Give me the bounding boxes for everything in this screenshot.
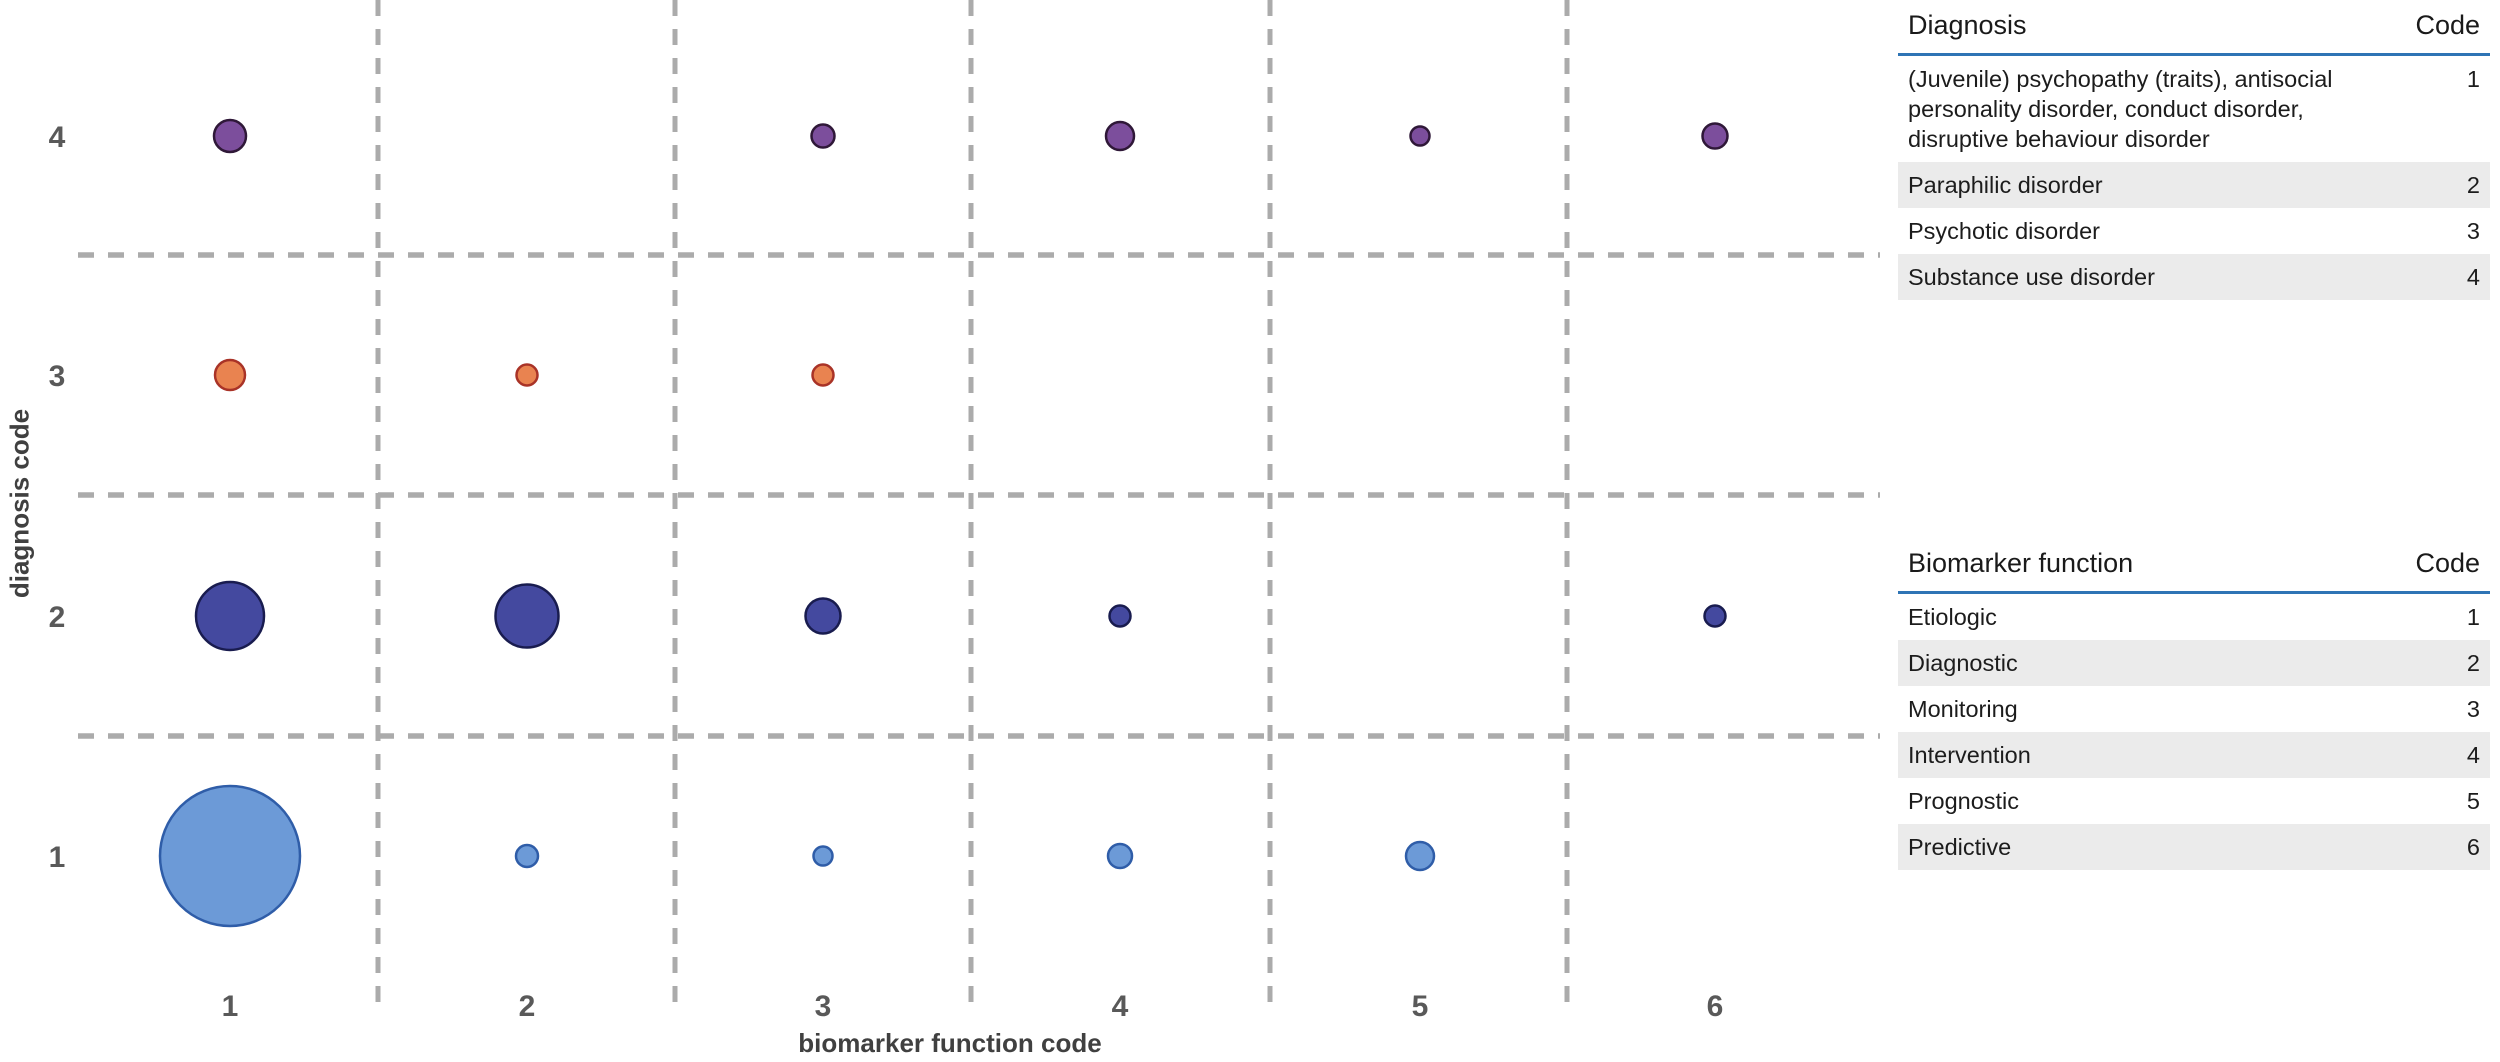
table-cell-label: Monitoring [1908,696,2018,723]
table-cell-label: Substance use disorder [1898,254,2392,301]
table-row: Monitoring 3 [1898,686,2490,732]
table-cell-label: Diagnostic [1898,640,2392,687]
x-tick-label-6: 6 [1707,990,1724,1023]
y-tick-label-4: 4 [49,121,66,154]
bubble-diag4-func3 [810,123,836,149]
table-row: Prognostic 5 [1898,778,2490,824]
y-tick-label-1: 1 [49,841,66,874]
bubble-diag4-func1 [212,118,248,154]
bubble-diag4-func6 [1701,122,1729,150]
bubble-diag2-func4 [1108,604,1132,628]
y-axis-title: diagnosis code [4,408,35,599]
y-tick-label-3: 3 [49,360,66,393]
table-cell-label: Etiologic [1908,604,1997,630]
bubble-chart-plot-area: 1 2 3 4 5 6 4 3 2 1 [49,0,1880,1023]
x-tick-label-5: 5 [1412,990,1429,1023]
table-row: Intervention 4 [1898,732,2490,779]
table-cell-code: 1 [2466,66,2480,92]
bubble-diag3-func2 [515,363,539,387]
bubble-diag4-func5 [1409,125,1431,147]
table-row: (Juvenile) psychopathy (traits), antisoc… [1898,55,2490,163]
table-row: Diagnostic 2 [1898,640,2490,687]
table-row: Predictive 6 [1898,824,2490,871]
table-cell-code: 1 [2466,604,2480,630]
diagnosis-table-header-row: Diagnosis Code [1898,2,2490,56]
biomarker-table-header-row: Biomarker function Code [1898,540,2490,594]
diagnosis-legend-table: Diagnosis Code (Juvenile) psychopathy (t… [1898,2,2490,301]
table-cell-label: Paraphilic disorder [1898,162,2392,209]
table-row: Etiologic 1 [1898,593,2490,641]
table-cell-code: 2 [2392,162,2490,209]
table-cell-code: 5 [2466,788,2480,815]
biomarker-function-legend-table: Biomarker function Code Etiologic 1 Diagno… [1898,540,2490,871]
table-cell-code: 3 [2466,696,2480,723]
table-cell-code: 2 [2392,640,2490,687]
table-cell-code: 6 [2392,824,2490,871]
bubble-diag3-func1 [213,358,247,392]
table-cell-label: (Juvenile) psychopathy (traits), antisoc… [1908,66,2333,153]
bubble-diag3-func3 [811,363,835,387]
table-cell-code: 4 [2392,732,2490,779]
x-tick-label-2: 2 [519,990,536,1023]
table-cell-label: Predictive [1898,824,2392,871]
x-tick-label-1: 1 [222,990,239,1023]
diagnosis-table-header-label: Diagnosis [1898,2,2392,56]
bubble-diag1-func3 [812,845,834,867]
table-row: Substance use disorder 4 [1898,254,2490,301]
diagnosis-table-header-code: Code [2392,2,2490,56]
bubble-diag4-func4 [1104,120,1136,152]
bubble-diag2-func1 [194,580,266,652]
biomarker-table-header-code: Code [2392,540,2490,594]
bubble-diag1-func5 [1404,840,1436,872]
x-axis-title: biomarker function code [798,1028,1102,1058]
bubble-diag1-func4 [1106,842,1134,870]
bubble-diag1-func1 [158,784,302,928]
bubble-diag2-func3 [804,597,842,635]
table-cell-code: 3 [2466,218,2480,245]
x-tick-label-4: 4 [1112,990,1129,1023]
bubble-diag2-func2 [494,583,560,649]
table-cell-code: 4 [2392,254,2490,301]
biomarker-table-header-label: Biomarker function [1898,540,2392,594]
x-tick-label-3: 3 [815,990,832,1023]
bubble-diag1-func2 [514,843,540,869]
table-cell-label: Psychotic disorder [1908,218,2100,245]
table-row: Psychotic disorder 3 [1898,208,2490,254]
table-row: Paraphilic disorder 2 [1898,162,2490,209]
y-tick-label-2: 2 [49,601,66,634]
bubble-diag2-func6 [1703,604,1727,628]
table-cell-label: Prognostic [1908,788,2020,815]
table-cell-label: Intervention [1898,732,2392,779]
